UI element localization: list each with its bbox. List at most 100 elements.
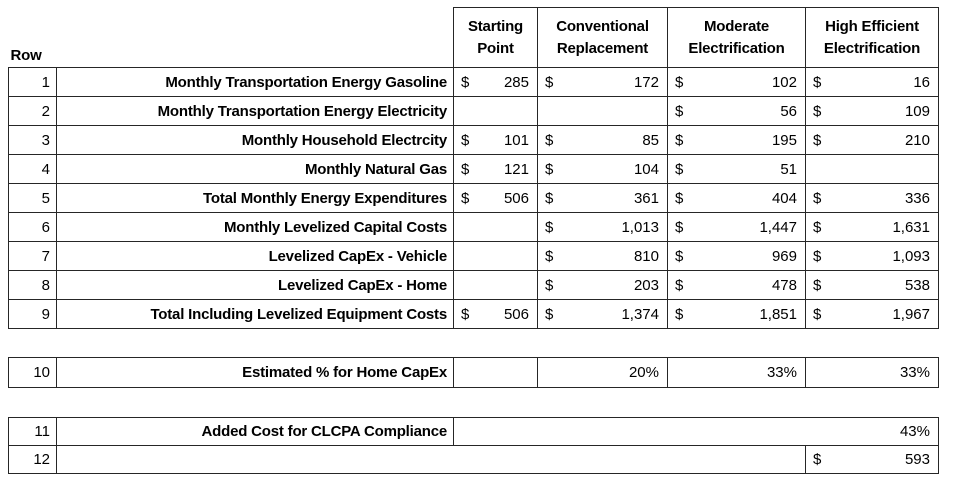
row-number[interactable]: 5 (8, 183, 57, 213)
table-row-8: 8 Levelized CapEx - Home $203 $478 $538 (8, 270, 939, 300)
row-label[interactable]: Monthly Household Electrcity (56, 125, 454, 155)
row-label[interactable]: Estimated % for Home CapEx (56, 357, 454, 388)
row-label[interactable]: Total Monthly Energy Expenditures (56, 183, 454, 213)
cell-conventional[interactable]: $85 (537, 125, 668, 155)
row-label[interactable]: Total Including Levelized Equipment Cost… (56, 299, 454, 329)
cell-starting-point[interactable]: $285 (453, 67, 538, 97)
amount: 104 (633, 160, 659, 178)
currency-symbol: $ (813, 451, 822, 468)
cell-moderate[interactable]: $969 (667, 241, 806, 271)
row-number[interactable]: 8 (8, 270, 57, 300)
column-header-moderate-electrification[interactable]: Moderate Electrification (667, 7, 806, 68)
cell-starting-point[interactable] (453, 357, 538, 388)
currency-symbol: $ (675, 276, 684, 294)
amount: 195 (771, 131, 797, 149)
row-number[interactable]: 9 (8, 299, 57, 329)
cell-high-efficient[interactable]: $109 (805, 96, 939, 126)
cell-high-efficient[interactable]: $593 (805, 445, 939, 474)
currency-symbol: $ (461, 160, 470, 178)
cell-high-efficient[interactable]: $336 (805, 183, 939, 213)
cell-conventional[interactable]: $203 (537, 270, 668, 300)
row-number[interactable]: 6 (8, 212, 57, 242)
cell-high-efficient[interactable]: $1,631 (805, 212, 939, 242)
cell-moderate[interactable]: $56 (667, 96, 806, 126)
cell-high-efficient[interactable]: $1,093 (805, 241, 939, 271)
cell-moderate[interactable]: 33% (667, 357, 806, 388)
cell-starting-point[interactable]: $101 (453, 125, 538, 155)
amount: 203 (633, 276, 659, 294)
row-label[interactable]: Monthly Transportation Energy Electricit… (56, 96, 454, 126)
amount: 478 (771, 276, 797, 294)
cell-conventional[interactable]: 20% (537, 357, 668, 388)
row-number[interactable]: 11 (8, 417, 57, 446)
row-number[interactable]: 12 (8, 445, 57, 474)
cell-merged-percent[interactable]: 43% (453, 417, 939, 446)
table-row-1: 1 Monthly Transportation Energy Gasoline… (8, 67, 939, 97)
amount: 1,447 (759, 218, 797, 236)
currency-symbol: $ (675, 73, 684, 91)
column-header-conventional-replacement[interactable]: Conventional Replacement (537, 7, 668, 68)
amount: 85 (642, 131, 659, 149)
row-number[interactable]: 7 (8, 241, 57, 271)
table-row-5: 5 Total Monthly Energy Expenditures $506… (8, 183, 939, 213)
row-label[interactable]: Levelized CapEx - Vehicle (56, 241, 454, 271)
row-label[interactable]: Monthly Levelized Capital Costs (56, 212, 454, 242)
cell-starting-point[interactable]: $506 (453, 183, 538, 213)
row-label[interactable]: Levelized CapEx - Home (56, 270, 454, 300)
cell-conventional[interactable] (537, 96, 668, 126)
row-column-header[interactable]: Row (10, 47, 42, 64)
column-header-starting-point[interactable]: Starting Point (453, 7, 538, 68)
currency-symbol: $ (461, 73, 470, 91)
table-row-9: 9 Total Including Levelized Equipment Co… (8, 299, 939, 329)
row-label[interactable]: Monthly Transportation Energy Gasoline (56, 67, 454, 97)
cell-high-efficient[interactable]: $1,967 (805, 299, 939, 329)
cell-high-efficient[interactable]: $538 (805, 270, 939, 300)
row-number[interactable]: 10 (8, 357, 57, 388)
cell-high-efficient[interactable] (805, 154, 939, 184)
clcpa-compliance-table: 11 Added Cost for CLCPA Compliance 43% 1… (8, 417, 939, 474)
cell-high-efficient[interactable]: 33% (805, 357, 939, 388)
amount: 56 (780, 102, 797, 120)
row-number[interactable]: 4 (8, 154, 57, 184)
cell-conventional[interactable]: $172 (537, 67, 668, 97)
cell-starting-point[interactable]: $506 (453, 299, 538, 329)
cell-moderate[interactable]: $478 (667, 270, 806, 300)
cell-starting-point[interactable] (453, 241, 538, 271)
currency-symbol: $ (675, 189, 684, 207)
cell-moderate[interactable]: $51 (667, 154, 806, 184)
cell-conventional[interactable]: $104 (537, 154, 668, 184)
amount: 336 (904, 189, 930, 207)
cell-starting-point[interactable] (453, 270, 538, 300)
cell-starting-point[interactable] (453, 96, 538, 126)
label-column-header (57, 8, 454, 68)
row-number[interactable]: 2 (8, 96, 57, 126)
cell-high-efficient[interactable]: $16 (805, 67, 939, 97)
cell-moderate[interactable]: $195 (667, 125, 806, 155)
column-header-high-efficient-electrification[interactable]: High Efficient Electrification (805, 7, 939, 68)
row-number[interactable]: 1 (8, 67, 57, 97)
home-capex-table: 10 Estimated % for Home CapEx 20% 33% 33… (8, 357, 939, 388)
cell-moderate[interactable]: $102 (667, 67, 806, 97)
amount: 1,013 (621, 218, 659, 236)
currency-symbol: $ (813, 73, 822, 91)
amount: 1,093 (892, 247, 930, 265)
cell-moderate[interactable]: $1,447 (667, 212, 806, 242)
cell-conventional[interactable]: $810 (537, 241, 668, 271)
row-label[interactable]: Added Cost for CLCPA Compliance (56, 417, 454, 446)
cell-moderate[interactable]: $1,851 (667, 299, 806, 329)
cell-moderate[interactable]: $404 (667, 183, 806, 213)
cell-starting-point[interactable]: $121 (453, 154, 538, 184)
currency-symbol: $ (675, 218, 684, 236)
cell-conventional[interactable]: $1,374 (537, 299, 668, 329)
row-label[interactable]: Monthly Natural Gas (56, 154, 454, 184)
cell-high-efficient[interactable]: $210 (805, 125, 939, 155)
amount: 210 (904, 131, 930, 149)
cell-merged-blank[interactable] (56, 445, 806, 474)
cell-conventional[interactable]: $1,013 (537, 212, 668, 242)
row-number[interactable]: 3 (8, 125, 57, 155)
cell-starting-point[interactable] (453, 212, 538, 242)
amount: 102 (771, 73, 797, 91)
header-row: Row Starting Point Conventional Replacem… (9, 7, 939, 68)
currency-symbol: $ (813, 102, 822, 120)
cell-conventional[interactable]: $361 (537, 183, 668, 213)
